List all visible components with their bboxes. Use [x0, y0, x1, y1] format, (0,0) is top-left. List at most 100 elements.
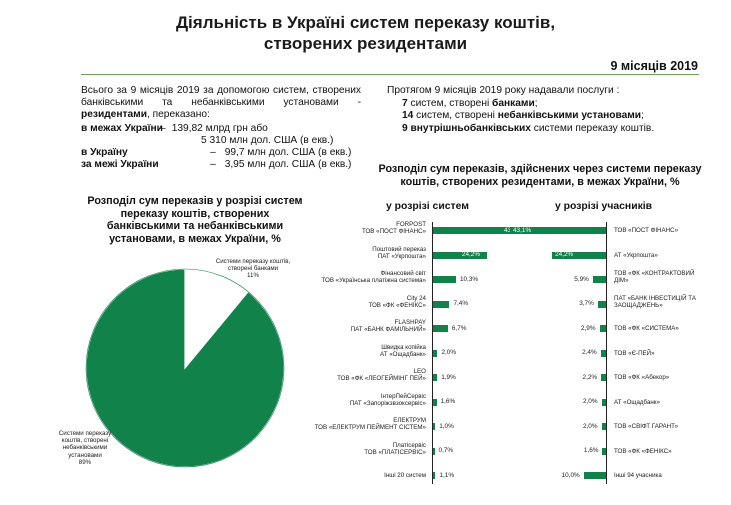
participants-bar	[597, 300, 606, 308]
summary-row-outbound: за межі України – 3,95 млн дол. США (в е…	[81, 159, 361, 171]
participants-bar-value: 1,6%	[583, 447, 599, 454]
participants-bar-value: 3,7%	[579, 300, 594, 307]
page-title-line1: Діяльність в Україні систем переказу кош…	[175, 13, 556, 32]
systems-category-label: LEO ТОВ «ФК «ЛЕОГЕЙМІНГ ПЕЙ»	[337, 368, 426, 383]
systems-category-line: ПАТ «Запоріжзвзоксервіс»	[349, 399, 426, 407]
systems-category-line: ІнтерПейСервіс	[380, 392, 426, 400]
systems-bar	[433, 276, 456, 283]
pie-title-line: Розподіл сум переказів у розрізі систем	[87, 195, 303, 207]
participants-bar	[583, 472, 606, 479]
summary-row-label: в Україну	[81, 147, 128, 159]
systems-category-line: АТ «Ощадбанк»	[380, 350, 426, 358]
pie-label-line: Системи переказу коштів,	[215, 258, 291, 265]
participants-category-label: ТОВ «ПОСТ ФІНАНС»	[614, 227, 678, 234]
pie-label-pct: 11%	[247, 272, 259, 280]
pie-label-line: Системи переказу	[58, 430, 112, 437]
summary-row-label: за межі України	[81, 159, 159, 171]
systems-bar-value: 6,7%	[451, 324, 467, 332]
systems-category-line: ЕЛЕКТРУМ	[393, 417, 426, 424]
page-title: Діяльність в Україні систем переказу кош…	[0, 12, 731, 54]
participants-bar	[510, 227, 606, 234]
systems-category-line: Інші 20 систем	[384, 472, 426, 479]
systems-category-line: ТОВ «ПЛАТІСЕРВІС»	[364, 448, 426, 456]
participants-bar-value: 10,0%	[561, 471, 580, 479]
providers-line-internal: 9 внутрішньобанківських системи переказу…	[387, 123, 717, 136]
systems-bar-value: 1,1%	[439, 471, 455, 479]
summary-row-dash: –	[210, 159, 216, 171]
page-title-line2: створених резидентами	[263, 34, 468, 53]
pie-outline	[85, 268, 285, 468]
participants-bar-value: 2,2%	[582, 373, 598, 381]
systems-category-label: Поштовий переказ ПАТ «Укрпошта»	[372, 246, 426, 261]
systems-axis	[432, 222, 433, 484]
systems-category-label: City 24 ТОВ «ФК «ФЕНІКС»	[368, 295, 426, 310]
participants-category-line: ТОВ «ПОСТ ФІНАНС»	[614, 227, 679, 234]
participants-bar-value: 2,4%	[582, 349, 597, 356]
bars-title-line: коштів, створених резидентами, в межах У…	[400, 175, 680, 188]
systems-category-label: ЕЛЕКТРУМ ТОВ «ЕЛЕКТРУМ ПЕЙМЕНТ СІСТЕМ»	[315, 417, 426, 432]
participants-category-label: Інші 94 учасника	[614, 472, 662, 479]
systems-bar-value: 24,2%	[461, 251, 481, 258]
systems-bar-value: 1,0%	[439, 422, 454, 430]
systems-bar-value: 1,9%	[441, 373, 456, 381]
participants-bar	[599, 325, 606, 332]
participants-category-line: Інші 94 учасника	[614, 472, 662, 479]
pie-title-line: банківськими та небанківськими	[106, 220, 284, 233]
providers-lead: Протягом 9 місяців 2019 року надавали по…	[387, 85, 620, 96]
participants-category-line: ТОВ «Є-ПЕЙ»	[614, 349, 655, 357]
summary-row-label: в межах України	[81, 122, 163, 134]
subtitle-systems: у розрізі систем	[386, 201, 469, 212]
systems-category-line: Швидка копійка	[381, 343, 426, 351]
participants-category-label: АТ «Укрпошта»	[614, 252, 658, 259]
participants-bar-value: 24,2%	[555, 251, 574, 258]
systems-category-line: LEO	[413, 368, 426, 375]
participants-bar-value: 2,0%	[582, 398, 598, 405]
pie-label-line: коштів, створені	[61, 437, 109, 445]
providers-text: системи переказу коштів.	[530, 122, 655, 134]
participants-bar	[601, 423, 606, 430]
systems-bar	[433, 349, 438, 357]
systems-bar-value: 1,6%	[440, 398, 456, 405]
participants-category-line: ТОВ «ФК «ФЕНІКС»	[614, 447, 672, 455]
systems-category-line: FORPOST	[396, 221, 426, 228]
providers-end: ;	[534, 97, 538, 109]
providers-line-nonbanks: 14 систем, створені небанківськими устан…	[387, 110, 717, 123]
period-label: 9 місяців 2019	[610, 59, 698, 73]
participants-category-label: ТОВ «ФК «Абекор»	[614, 374, 669, 381]
participants-category-label: ТОВ «Є-ПЕЙ»	[614, 350, 655, 357]
providers-summary: Протягом 9 місяців 2019 року надавали по…	[387, 85, 717, 135]
bars-section-title: Розподіл сум переказів, здійснених через…	[370, 163, 710, 188]
participants-bar	[602, 447, 606, 455]
systems-category-line: ТОВ «ЕЛЕКТРУМ ПЕЙМЕНТ СІСТЕМ»	[314, 424, 426, 432]
systems-bar-value: 10,3%	[459, 275, 479, 283]
pie-chart-title: Розподіл сум переказів у розрізі систем …	[60, 195, 330, 245]
participants-category-line: ДІМ»	[614, 277, 629, 285]
systems-category-label: Інші 20 систем	[384, 472, 426, 479]
participants-bar-value: 5,9%	[574, 275, 589, 283]
participants-category-label: ПАТ «БАНК ІНВЕСТИЦІЙ ТА ЗАОЩАДЖЕНЬ»	[614, 295, 696, 310]
systems-category-line: Поштовий переказ	[372, 245, 426, 253]
summary-row-value: 99,7 млн дол. США (в екв.)	[224, 147, 352, 159]
title-divider	[81, 74, 699, 75]
pie-title-line: установами, в межах України, %	[109, 232, 281, 245]
systems-bar	[433, 447, 435, 455]
transfers-summary: Всього за 9 місяців 2019 за допомогою си…	[81, 85, 361, 171]
systems-bar	[433, 251, 487, 259]
systems-bar	[433, 227, 529, 234]
providers-type: банками	[492, 97, 535, 109]
participants-category-line: АТ «Укрпошта»	[614, 251, 658, 259]
systems-category-line: Фінансовий світ	[380, 270, 426, 277]
systems-category-label: FORPOST ТОВ «ПОСТ ФІНАНС»	[362, 221, 426, 236]
providers-type: 9 внутрішньобанківських	[402, 122, 531, 134]
systems-category-line: City 24	[406, 294, 426, 302]
pie-label-banks: Системи переказу коштів, створені банкам…	[203, 258, 303, 280]
participants-category-label: ТОВ «ФК «КОНТРАКТОВИЙ ДІМ»	[614, 270, 694, 285]
pie-label-pct: 89%	[78, 458, 92, 466]
systems-bar	[433, 472, 436, 479]
systems-category-line: Платісервіс	[392, 441, 426, 449]
providers-text: систем, створені	[413, 110, 498, 122]
participants-bar	[601, 374, 606, 381]
systems-bar-value: 2,0%	[441, 349, 457, 356]
systems-bar	[433, 398, 437, 406]
participants-bar	[592, 276, 606, 283]
